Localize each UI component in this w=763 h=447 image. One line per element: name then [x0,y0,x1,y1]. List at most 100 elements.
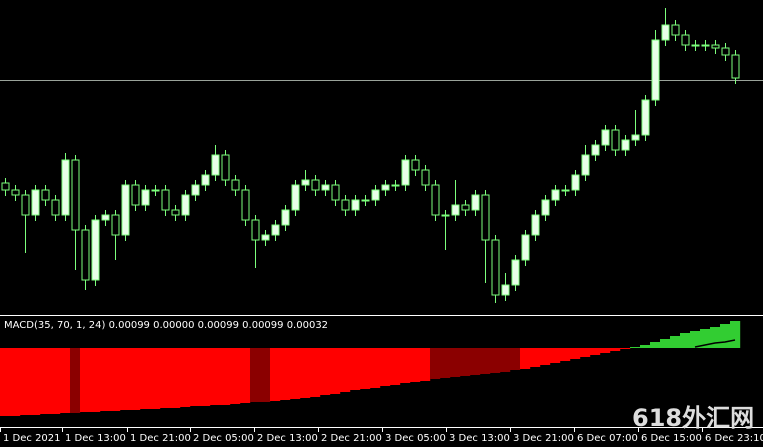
candle-body [451,204,460,216]
candle-body [81,229,90,281]
candle-body [311,179,320,191]
candle-body [551,189,560,201]
candle-body [301,179,310,186]
candle-body [181,194,190,216]
candle-body [431,184,440,216]
histogram-bar [210,348,221,405]
histogram-bar [280,348,291,400]
histogram-bar [120,348,131,410]
candle-body [191,184,200,196]
histogram-bar [330,348,341,394]
histogram-bar [150,348,161,409]
histogram-bar [0,348,11,416]
candle-body [701,44,710,47]
candle-body [281,209,290,226]
candle-body [261,234,270,241]
candle-body [171,209,180,216]
candle-body [321,184,330,191]
signal-line [694,339,736,348]
x-tick-label: 1 Dec 13:00 [65,433,126,444]
candle-body [141,189,150,206]
histogram-bar [350,348,361,390]
candle-body [271,224,280,236]
histogram-bar [570,348,581,359]
candle-body [581,154,590,176]
histogram-bar [560,348,571,361]
candle-body [201,174,210,186]
candle-body [651,39,660,101]
histogram-bar [400,348,411,383]
candle-body [541,199,550,216]
histogram-bar [380,348,391,386]
histogram-bar [420,348,431,381]
x-tick-label: 2 Dec 13:00 [257,433,318,444]
x-tick-label: 2 Dec 21:00 [321,433,382,444]
x-tick-label: 3 Dec 13:00 [449,433,510,444]
histogram-bar [90,348,101,412]
candle-body [421,169,430,186]
candle-body [511,259,520,286]
histogram-bar [630,347,641,348]
histogram-bar [530,348,541,367]
candle-body [91,219,100,281]
histogram-bar [520,348,531,369]
candle-body [231,179,240,191]
candle-body [731,54,740,79]
candle-body [691,44,700,47]
candle-body [531,214,540,236]
x-tick-label: 2 Dec 05:00 [193,433,254,444]
histogram-bar [30,348,41,415]
histogram-bar [220,348,231,405]
histogram-bar [180,348,191,407]
x-tick-label: 3 Dec 21:00 [513,433,574,444]
histogram-bar [50,348,61,414]
candle-body [61,159,70,216]
histogram-bar [270,348,281,401]
histogram-bar [20,348,31,415]
candle-body [591,144,600,156]
candle-body [471,194,480,211]
histogram-bar [60,348,71,413]
x-tick-label: 3 Dec 05:00 [385,433,446,444]
histogram-bar [730,321,741,348]
candle-body [571,174,580,191]
candle-body [641,99,650,136]
x-tick-label: 6 Dec 07:00 [577,433,638,444]
histogram-bar [370,348,381,388]
x-tick-label: 6 Dec 15:00 [641,433,702,444]
candle-body [341,199,350,211]
histogram-bar [110,348,121,411]
indicator-label: MACD(35, 70, 1, 24) 0.00099 0.00000 0.00… [4,320,328,331]
histogram-bar [490,348,501,373]
candle-body [561,189,570,192]
histogram-bar [540,348,551,365]
histogram-bar [430,348,441,379]
candle-body [371,189,380,201]
histogram-bar [130,348,141,410]
histogram-bar [460,348,471,376]
histogram-bar [640,345,651,348]
candle-body [31,189,40,216]
histogram-bar [40,348,51,414]
candle-body [461,204,470,211]
candle-body [221,154,230,181]
histogram-bar [320,348,331,395]
histogram-bar [470,348,481,375]
candle-body [401,159,410,186]
candle-body [1,182,10,191]
candle-body [601,129,610,146]
histogram-bar [300,348,311,398]
candle-body [101,214,110,221]
histogram-bar [500,348,511,372]
histogram-bar [80,348,91,412]
candle-body [391,184,400,187]
candle-body [161,189,170,211]
histogram-bar [670,336,681,348]
candle-body [361,199,370,202]
histogram-bar [440,348,451,378]
candle-body [481,194,490,241]
candle-body [711,44,720,49]
candle-body [721,47,730,56]
histogram-bar [410,348,421,382]
